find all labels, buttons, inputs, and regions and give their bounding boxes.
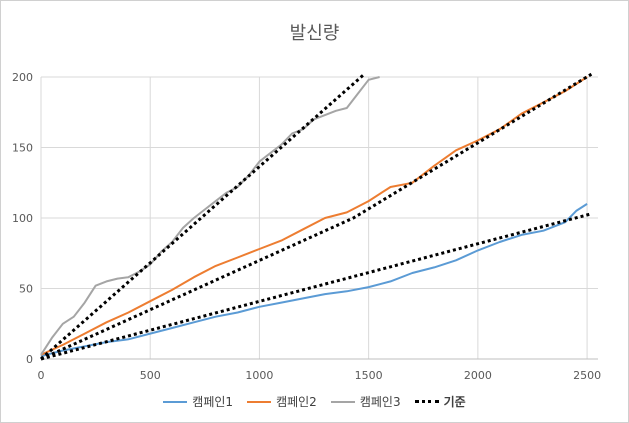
legend-swatch xyxy=(247,400,272,403)
series-line-2 xyxy=(40,76,588,356)
x-tick-label: 2500 xyxy=(573,369,601,382)
series-line-5 xyxy=(40,72,593,361)
legend-label: 캠페인3 xyxy=(359,395,401,409)
y-tick-label: 100 xyxy=(12,212,33,225)
x-tick-label: 2000 xyxy=(464,369,492,382)
series-line-1 xyxy=(40,203,588,358)
series-line-3 xyxy=(40,76,380,356)
legend-swatch xyxy=(414,400,439,403)
x-tick-label: 1000 xyxy=(245,369,273,382)
y-tick-label: 50 xyxy=(19,283,33,296)
gridlines xyxy=(40,76,598,360)
chart-legend: 캠페인1 캠페인2 캠페인3 기준 xyxy=(1,393,628,410)
x-tick-label: 1500 xyxy=(355,369,383,382)
chart-title: 발신량 xyxy=(289,23,340,44)
legend-item: 캠페인1 xyxy=(163,393,233,410)
y-tick-label: 150 xyxy=(12,142,33,155)
y-tick-label: 200 xyxy=(12,71,33,84)
legend-swatch xyxy=(330,400,355,403)
series-line-6 xyxy=(40,212,592,361)
legend-label: 기준 xyxy=(443,395,466,409)
series-line-4 xyxy=(40,73,366,361)
legend-label: 캠페인1 xyxy=(192,395,234,409)
legend-item: 캠페인2 xyxy=(247,393,317,410)
x-tick-label: 0 xyxy=(38,369,45,382)
legend-swatch xyxy=(163,400,188,403)
series-lines xyxy=(40,72,593,361)
legend-item: 기준 xyxy=(414,393,466,410)
legend-label: 캠페인2 xyxy=(276,395,317,409)
y-tick-label: 0 xyxy=(26,353,33,366)
legend-item: 캠페인3 xyxy=(330,393,401,410)
x-tick-label: 500 xyxy=(140,369,161,382)
